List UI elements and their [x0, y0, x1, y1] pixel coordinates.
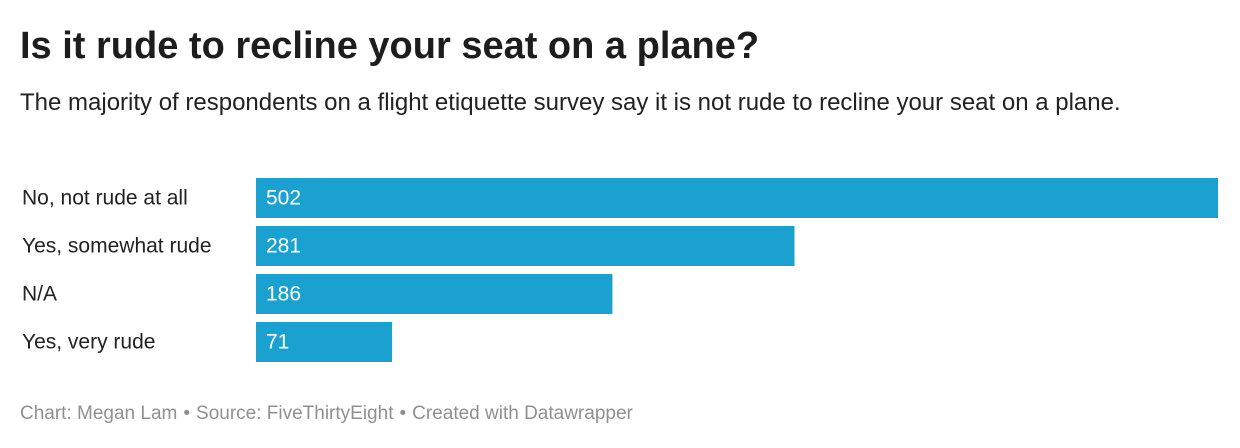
bar-value-label: 502 — [266, 187, 301, 210]
category-label: N/A — [22, 283, 57, 306]
category-label: Yes, very rude — [22, 331, 155, 354]
category-label: No, not rude at all — [22, 187, 188, 210]
chart-footer: Chart: Megan Lam • Source: FiveThirtyEight… — [20, 401, 633, 427]
bar — [256, 274, 613, 314]
chart-title: Is it rude to recline your seat on a pla… — [20, 25, 760, 67]
category-label: Yes, somewhat rude — [22, 235, 212, 258]
bar-chart: No, not rude at all 502 Yes, somewhat rude… — [22, 178, 1218, 362]
bar — [256, 178, 1218, 218]
chart-subtitle: The majority of respondents on a flight … — [20, 89, 1121, 116]
source-credit: Source: FiveThirtyEight — [196, 403, 394, 424]
chart-credit: Chart: Megan Lam — [20, 403, 178, 424]
bar-value-label: 186 — [266, 283, 301, 306]
bar-value-label: 71 — [266, 331, 289, 354]
bar-value-label: 281 — [266, 235, 301, 258]
footer-separator: • — [399, 403, 407, 424]
footer-separator: • — [183, 403, 191, 424]
bar — [256, 226, 795, 266]
datawrapper-credit: Created with Datawrapper — [412, 403, 633, 424]
bar — [256, 322, 393, 362]
